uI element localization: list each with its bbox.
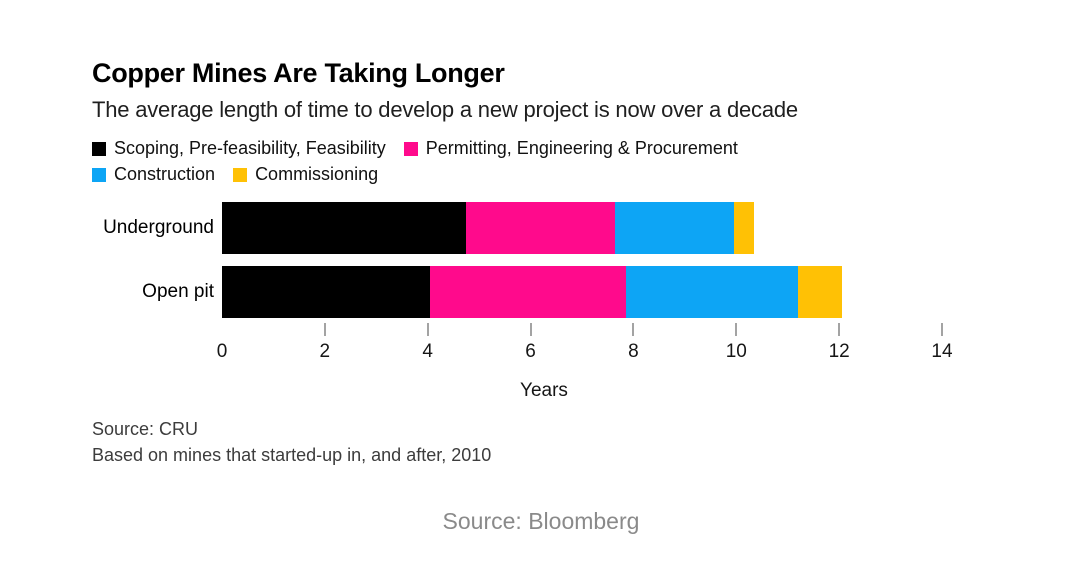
tick-label: 14	[931, 341, 953, 362]
bar-segment	[222, 202, 467, 254]
attribution-source-bloomberg: Source: Bloomberg	[442, 508, 640, 534]
bar-row-open-pit: Open pit	[92, 266, 942, 318]
bar-segment	[222, 266, 431, 318]
tick-mark	[735, 323, 738, 336]
legend-swatch-icon	[92, 167, 106, 182]
legend-label: Construction	[114, 164, 216, 184]
bar-segment	[615, 202, 734, 254]
bar-segment	[625, 266, 798, 318]
legend-label: Permitting, Engineering & Procurement	[425, 138, 738, 158]
footnotes: Source: CRU Based on mines that started-…	[92, 416, 491, 468]
bar-segment	[797, 266, 842, 318]
legend-swatch-icon	[403, 141, 418, 156]
chart-subtitle: The average length of time to develop a …	[92, 97, 798, 122]
tick-label: 0	[216, 341, 228, 362]
tick-label: 2	[319, 341, 331, 362]
bar-row-underground: Underground	[92, 202, 942, 254]
tick-mark	[838, 323, 841, 336]
category-label: Underground	[103, 217, 214, 238]
bar-track	[222, 202, 942, 254]
tick-label: 4	[422, 341, 433, 362]
tick-label: 10	[725, 341, 747, 362]
tick-label: 8	[628, 341, 639, 362]
tick-label: 6	[525, 341, 536, 362]
legend-label: Scoping, Pre-feasibility, Feasibility	[114, 138, 386, 158]
basis-note: Based on mines that started-up in, and a…	[92, 445, 492, 465]
legend-swatch-icon	[233, 167, 248, 182]
chart-title: Copper Mines Are Taking Longer	[92, 58, 505, 88]
bar-segment	[466, 202, 616, 254]
bar-segment	[733, 202, 755, 254]
category-label: Open pit	[142, 281, 214, 302]
tick-mark	[941, 323, 943, 336]
legend-item-3: Construction	[92, 162, 215, 187]
tick-mark	[632, 323, 635, 336]
tick-label: 12	[828, 341, 850, 362]
bar-segment	[430, 266, 626, 318]
legend-item-1: Scoping, Pre-feasibility, Feasibility	[92, 136, 386, 161]
legend-label: Commissioning	[255, 164, 379, 184]
tick-mark	[426, 323, 429, 336]
x-axis-title: Years	[520, 380, 568, 401]
x-axis-tick-marks	[222, 323, 944, 336]
bar-track	[222, 266, 942, 318]
legend: Scoping, Pre-feasibility, Feasibility Per…	[92, 136, 837, 187]
legend-item-4: Commissioning	[233, 162, 378, 187]
x-axis-tick-labels: 0 2 4 6 8 10 12 14	[217, 341, 953, 365]
plot-area: Underground Open pit	[92, 202, 942, 330]
source-note: Source: CRU	[92, 419, 199, 439]
tick-mark	[529, 323, 532, 336]
legend-item-2: Permitting, Engineering & Procurement	[403, 136, 738, 161]
legend-swatch-icon	[92, 141, 106, 156]
tick-mark	[323, 323, 326, 336]
